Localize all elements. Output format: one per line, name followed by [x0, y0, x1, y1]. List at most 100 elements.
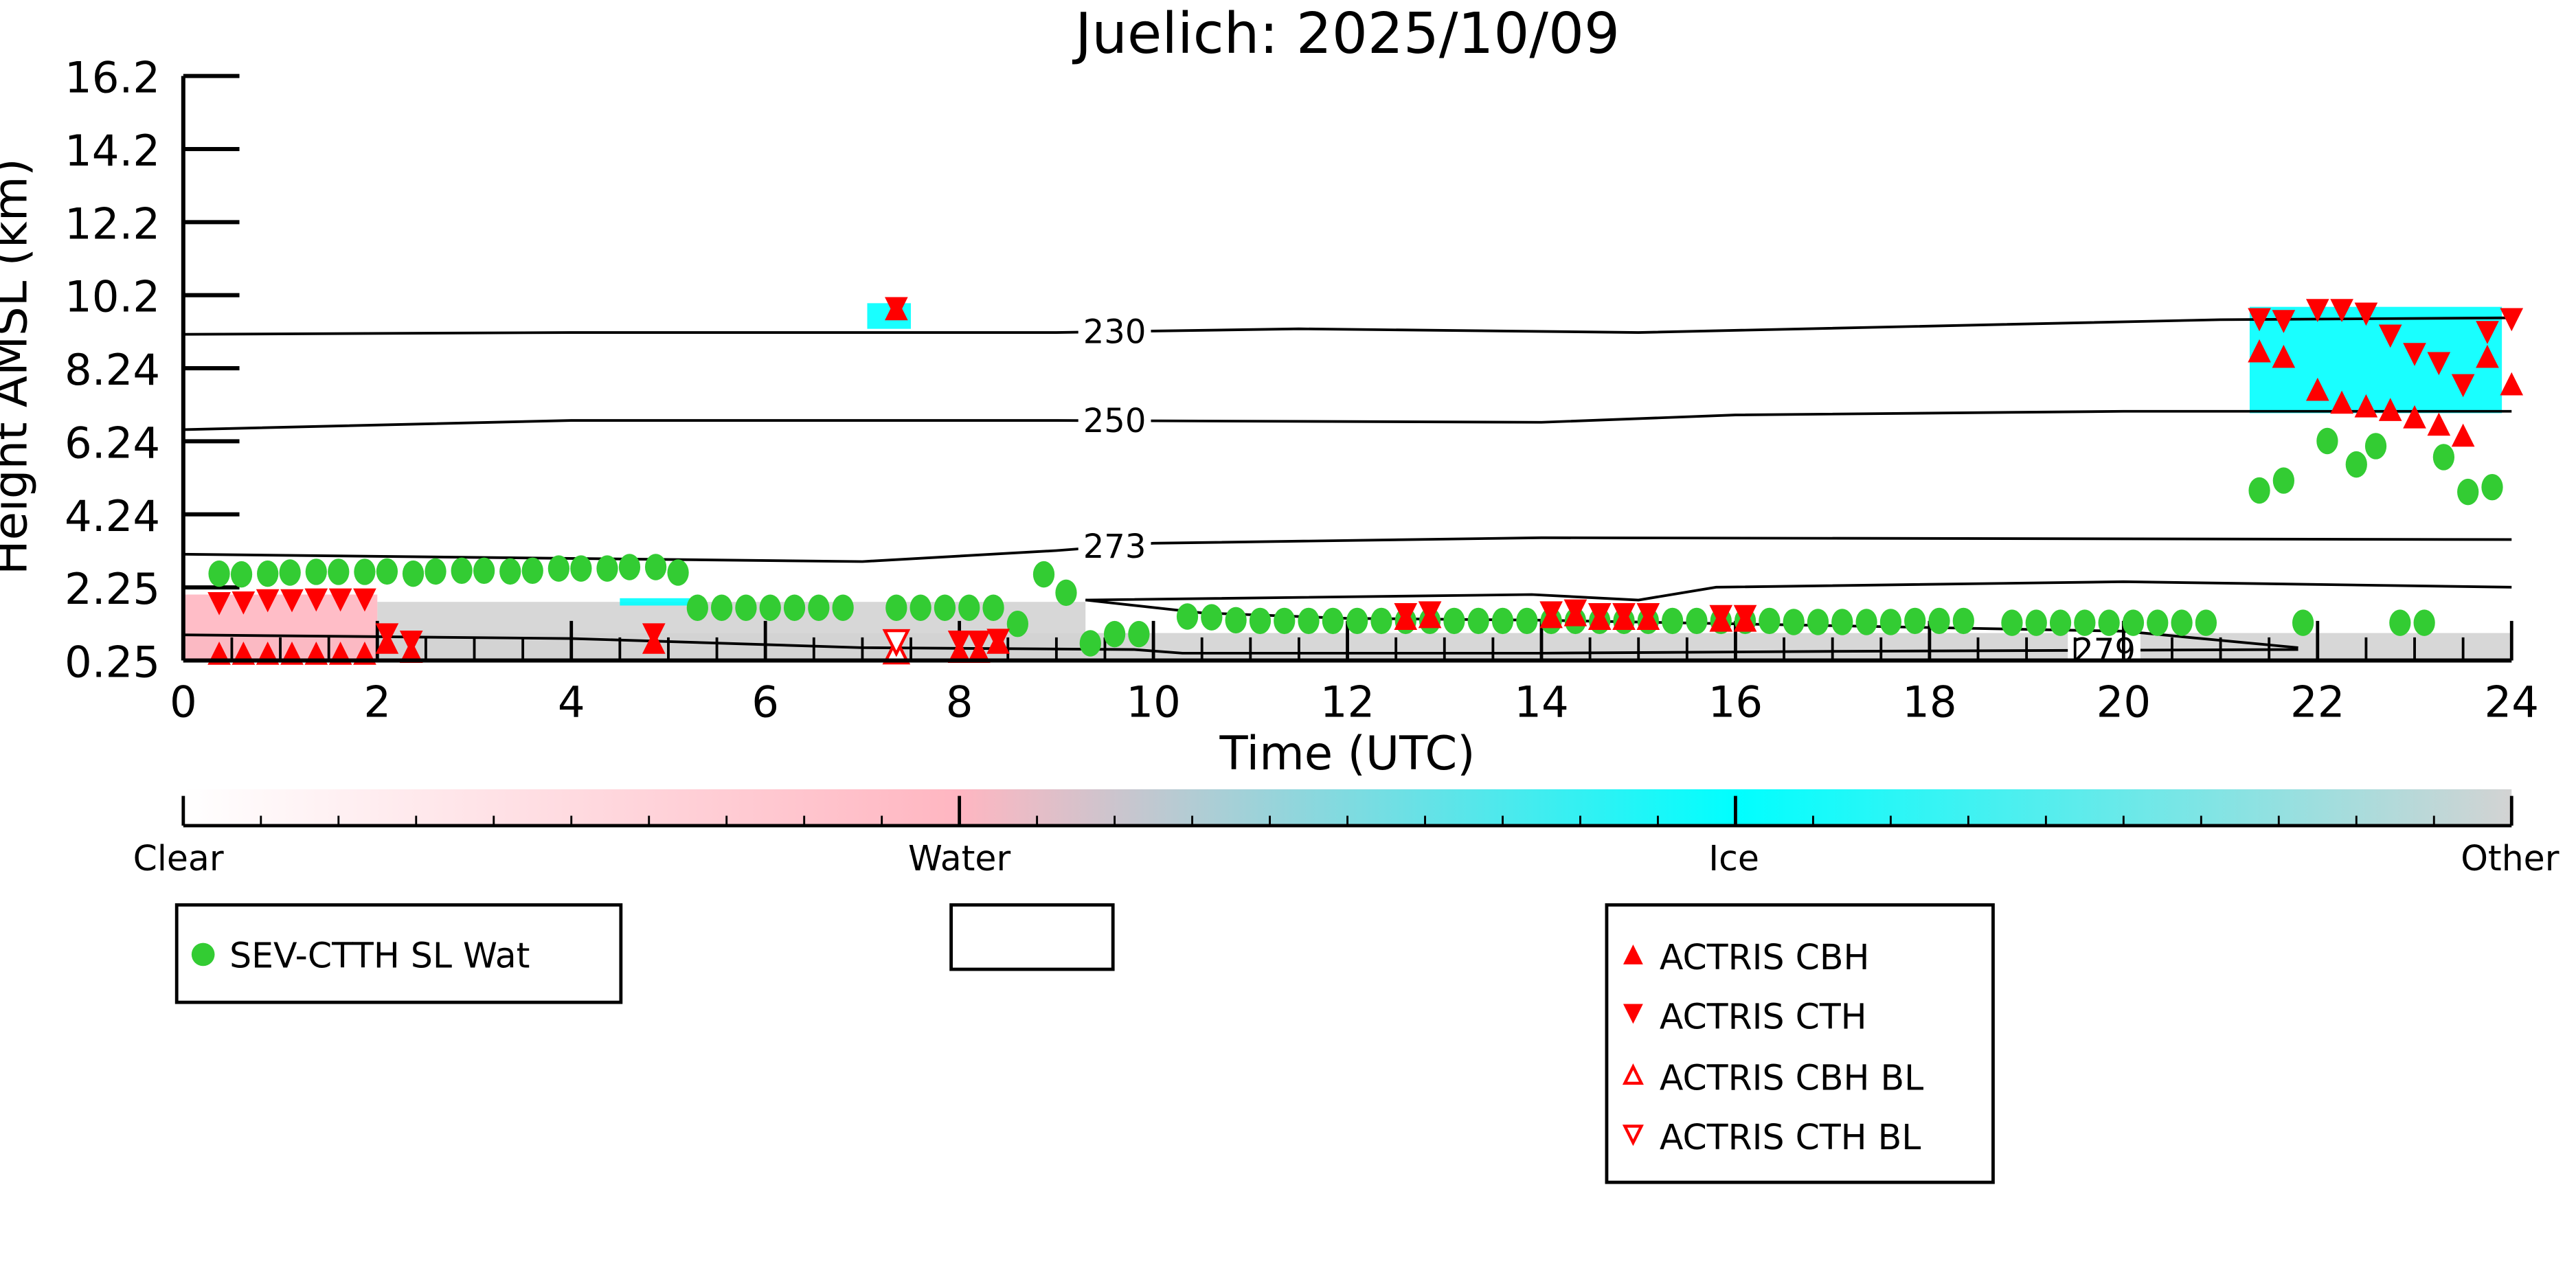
point-actris-cth — [947, 631, 971, 654]
point-actris-cbh — [2272, 344, 2296, 368]
point-sev-ctth-sl-wat — [832, 594, 854, 621]
legend-marker-cth-bl — [1622, 1125, 1644, 1146]
cloud-region-ice — [620, 598, 698, 606]
point-actris-cth — [2354, 302, 2378, 326]
cloud-phase-regions — [183, 303, 2512, 661]
point-sev-ctth-sl-wat — [1662, 607, 1684, 635]
legend-empty — [949, 903, 1115, 971]
point-sev-ctth-sl-wat — [1467, 607, 1489, 635]
point-actris-cth — [1612, 603, 1636, 626]
legend-marker-cbh — [1623, 945, 1643, 964]
contour-label-bg — [1078, 402, 1151, 439]
point-actris-cth — [1636, 603, 1660, 626]
x-tick-label: 12 — [1320, 677, 1375, 727]
point-sev-ctth-sl-wat — [1952, 607, 1974, 635]
legend-actris: ACTRIS CBH ACTRIS CTH ACTRIS CBH BL ACTR… — [1605, 903, 1995, 1184]
point-sev-ctth-sl-wat — [1176, 603, 1199, 630]
point-sev-ctth-sl-wat — [1831, 609, 1853, 635]
point-sev-ctth-sl-wat — [1370, 607, 1392, 635]
point-sev-ctth-sl-wat — [376, 558, 398, 585]
point-actris-cth — [2500, 308, 2524, 332]
point-sev-ctth-sl-wat — [473, 557, 495, 585]
point-sev-ctth-sl-wat — [2074, 609, 2096, 636]
point-sev-ctth-sl-wat — [2025, 609, 2047, 636]
point-actris-cbh — [2378, 398, 2402, 421]
point-sev-ctth-sl-wat — [2147, 609, 2169, 636]
point-sev-ctth-sl-wat — [425, 558, 447, 585]
point-sev-ctth-sl-wat — [2432, 444, 2455, 471]
x-tick-label: 4 — [558, 677, 585, 727]
point-actris-cth — [1709, 605, 1733, 629]
point-actris-cth — [1588, 603, 1612, 626]
point-sev-ctth-sl-wat — [2413, 609, 2435, 636]
point-actris-cth — [280, 589, 304, 613]
point-sev-ctth-sl-wat — [1079, 630, 1101, 657]
chart-title: Juelich: 2025/10/09 — [1072, 1, 1620, 67]
point-actris-cth — [2248, 308, 2271, 332]
x-tick-label: 6 — [752, 677, 779, 727]
point-actris-cth — [1733, 605, 1757, 629]
legend-marker-sev — [191, 942, 215, 967]
point-sev-ctth-sl-wat — [1128, 620, 1150, 648]
y-tick-label: 2.25 — [65, 564, 160, 614]
point-sev-ctth-sl-wat — [2248, 477, 2270, 504]
x-tick-label: 14 — [1514, 677, 1569, 727]
point-sev-ctth-sl-wat — [783, 594, 806, 621]
x-tick-label: 0 — [170, 677, 197, 727]
contour-line — [183, 409, 2512, 431]
contour-label: 230 — [1083, 313, 1146, 352]
point-sev-ctth-sl-wat — [2272, 467, 2294, 494]
point-sev-ctth-sl-wat — [808, 594, 830, 621]
point-sev-ctth-sl-wat — [1783, 609, 1805, 635]
point-sev-ctth-sl-wat — [1855, 609, 1877, 635]
point-sev-ctth-sl-wat — [1274, 607, 1296, 635]
colorbar: Clear Water Ice Other — [133, 789, 2560, 879]
point-sev-ctth-sl-wat — [1346, 607, 1368, 635]
point-actris-cbh — [2403, 405, 2426, 429]
point-actris-cth — [399, 631, 423, 654]
point-actris-cth — [2272, 310, 2296, 333]
legend-label-cth-bl: ACTRIS CTH BL — [1660, 1117, 1921, 1157]
point-sev-ctth-sl-wat — [2316, 427, 2338, 455]
point-sev-ctth-sl-wat — [1807, 609, 1829, 635]
point-sev-ctth-sl-wat — [2001, 609, 2023, 636]
point-actris-cth — [885, 297, 908, 321]
contour-line — [1085, 580, 2512, 602]
point-actris-cth — [1394, 603, 1418, 626]
legend-marker-cbh-bl — [1622, 1063, 1644, 1085]
point-actris-cth — [2305, 299, 2329, 322]
x-tick-label: 10 — [1126, 677, 1181, 727]
point-sev-ctth-sl-wat — [547, 555, 569, 582]
point-actris-cth — [304, 588, 328, 612]
point-actris-cth — [967, 631, 991, 654]
point-sev-ctth-sl-wat — [2195, 609, 2217, 636]
point-actris-cth — [2476, 321, 2499, 344]
x-tick-label: 20 — [2097, 677, 2151, 727]
colorbar-label-ice: Ice — [1708, 838, 1759, 879]
x-tick-label: 8 — [946, 677, 973, 727]
point-sev-ctth-sl-wat — [1103, 620, 1126, 648]
point-sev-ctth-sl-wat — [1225, 607, 1247, 634]
point-sev-ctth-sl-wat — [1298, 607, 1320, 635]
legend-label-sev: SEV-CTTH SL Wat — [229, 936, 530, 976]
contour-label: 279 — [2072, 631, 2136, 670]
point-sev-ctth-sl-wat — [570, 555, 592, 582]
point-sev-ctth-sl-wat — [1516, 607, 1538, 635]
point-sev-ctth-sl-wat — [230, 561, 253, 588]
point-actris-cth — [1563, 599, 1588, 623]
point-actris-cth — [256, 589, 280, 613]
x-tick-label: 22 — [2290, 677, 2345, 727]
point-actris-cth — [2378, 324, 2402, 348]
point-actris-cth — [328, 588, 352, 612]
point-sev-ctth-sl-wat — [667, 559, 689, 586]
point-sev-ctth-sl-wat — [499, 558, 521, 585]
point-sev-ctth-sl-wat — [1443, 607, 1465, 635]
point-sev-ctth-sl-wat — [2171, 609, 2193, 636]
axis-ticks: 0 2 4 6 8 10 12 14 16 18 20 22 2416.214.212.210.28.2… — [65, 53, 2539, 727]
point-sev-ctth-sl-wat — [618, 554, 641, 580]
point-sev-ctth-sl-wat — [2481, 473, 2503, 501]
point-actris-cth — [2330, 299, 2353, 322]
point-sev-ctth-sl-wat — [1249, 607, 1272, 635]
point-actris-cth — [986, 629, 1010, 653]
point-sev-ctth-sl-wat — [1055, 579, 1077, 607]
